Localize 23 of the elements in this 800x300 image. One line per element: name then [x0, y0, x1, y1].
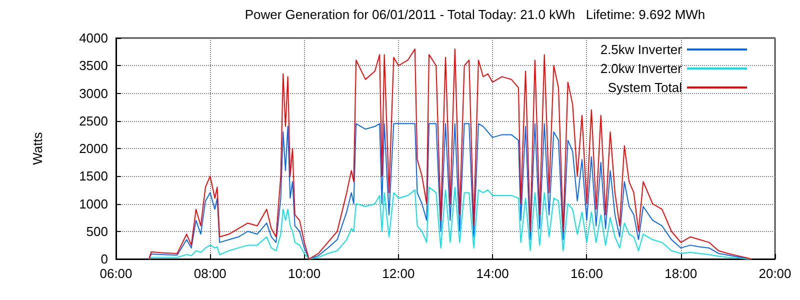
- x-tick-label: 18:00: [664, 266, 698, 281]
- legend-label: 2.0kw Inverter: [600, 61, 683, 76]
- y-tick-label: 4000: [79, 30, 108, 46]
- y-tick-label: 1000: [79, 196, 108, 212]
- x-tick-label: 20:00: [758, 266, 792, 281]
- legend-label: System Total: [608, 80, 682, 95]
- chart-title: Power Generation for 06/01/2011 - Total Today: 21.0 kWh Lifetime: 9.692 MWh: [244, 7, 706, 22]
- y-tick-label: 2500: [79, 113, 108, 128]
- y-tick-label: 2000: [79, 141, 108, 156]
- y-tick-label: 0: [100, 252, 108, 266]
- y-axis-title: Watts: [30, 132, 45, 165]
- y-tick-label: 3000: [79, 86, 108, 101]
- x-tick-label: 14:00: [476, 266, 509, 281]
- y-tick-label: 1500: [79, 168, 108, 184]
- legend-label: 2.5kw Inverter: [600, 42, 683, 57]
- y-tick-label: 3500: [79, 58, 108, 74]
- y-tick-label: 500: [86, 224, 108, 239]
- x-tick-label: 06:00: [100, 266, 132, 281]
- x-tick-label: 16:00: [570, 266, 603, 281]
- line-series: [148, 186, 752, 260]
- x-tick-label: 10:00: [288, 266, 321, 281]
- x-tick-label: 12:00: [382, 266, 415, 281]
- x-tick-label: 08:00: [194, 266, 226, 281]
